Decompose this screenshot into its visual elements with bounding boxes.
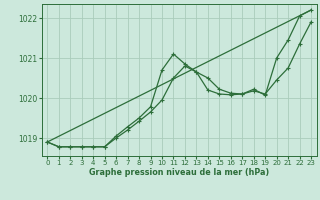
X-axis label: Graphe pression niveau de la mer (hPa): Graphe pression niveau de la mer (hPa) <box>89 168 269 177</box>
